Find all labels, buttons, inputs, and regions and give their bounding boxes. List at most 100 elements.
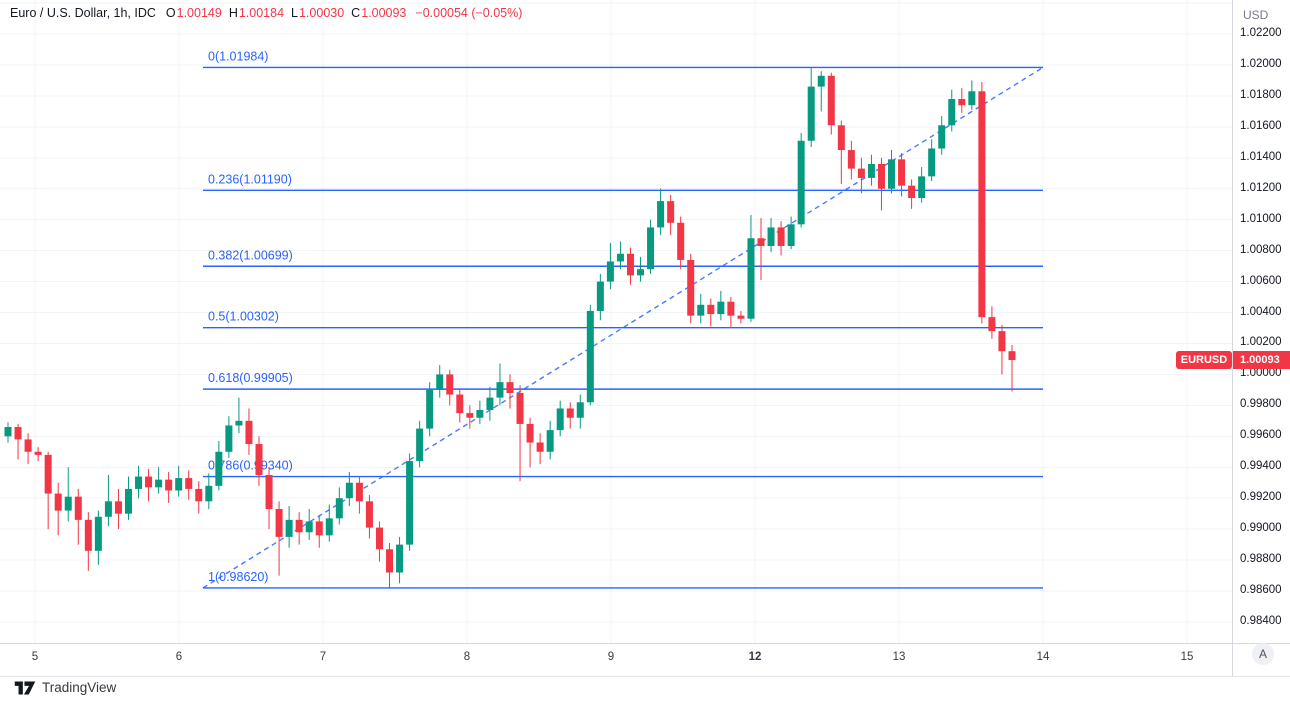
price-tick-label: 0.98600: [1240, 584, 1282, 597]
candle-body: [135, 476, 143, 489]
candle-body: [54, 493, 62, 511]
price-tick-label: 1.00200: [1240, 336, 1282, 349]
candle-body: [837, 125, 845, 151]
candle-body: [928, 148, 936, 177]
candle-body: [165, 479, 173, 491]
candle-body: [175, 478, 183, 491]
price-tick-label: 1.01600: [1240, 119, 1282, 132]
candle-body: [446, 374, 454, 395]
price-tick-label: 1.01400: [1240, 150, 1282, 163]
candle-body: [807, 86, 815, 141]
candle-body: [727, 301, 735, 316]
candle-body: [195, 488, 203, 502]
candle-body: [586, 310, 594, 403]
attribution-a-button[interactable]: A: [1252, 643, 1274, 665]
candle-body: [958, 98, 966, 106]
fib-trendline[interactable]: [202, 66, 1044, 589]
candle-body: [255, 444, 263, 475]
candle-body: [988, 317, 996, 332]
candle-body: [717, 301, 725, 315]
price-tick-label: 0.98400: [1240, 615, 1282, 627]
price-tick-label: 1.01800: [1240, 88, 1282, 101]
time-axis-label: 15: [1180, 651, 1194, 663]
price-tick-label: 0.98800: [1240, 553, 1282, 566]
candle-body: [285, 519, 293, 537]
candle-body: [94, 516, 102, 551]
candle-body: [145, 476, 153, 488]
fib-level-label: 1(0.98620): [208, 570, 268, 584]
candle-body: [647, 227, 655, 270]
candle-body: [345, 482, 353, 499]
candle-body: [867, 163, 875, 178]
candle-body: [556, 408, 564, 431]
candle-body: [124, 488, 132, 514]
fib-level-label: 0(1.01984): [208, 49, 268, 63]
candle-body: [918, 176, 926, 199]
candle-body: [74, 496, 82, 520]
price-tick-label: 1.02000: [1240, 57, 1282, 70]
candle-body: [637, 269, 645, 276]
chart-legend[interactable]: Euro / U.S. Dollar, 1h, IDC O 1.00149 H …: [10, 6, 522, 20]
time-axis-label: 7: [319, 651, 327, 663]
candle-body: [667, 201, 675, 223]
fib-level-label: 0.5(1.00302): [208, 310, 279, 324]
candle-body: [827, 75, 835, 126]
candle-body: [606, 261, 614, 282]
candle-body: [677, 222, 685, 260]
price-tick-label: 0.99200: [1240, 491, 1282, 504]
candle-body: [185, 478, 193, 489]
candle-body: [496, 382, 504, 398]
candle-body: [335, 498, 343, 519]
candle-body: [707, 304, 715, 315]
price-tick-label: 1.02200: [1240, 27, 1282, 39]
candle-body: [1008, 351, 1016, 361]
price-tick-label: 1.01000: [1240, 212, 1282, 225]
tradingview-logo[interactable]: TradingView: [14, 680, 116, 695]
candle-body: [516, 392, 524, 424]
candle-body: [275, 509, 283, 537]
candle-body: [436, 374, 444, 390]
candle-body: [325, 518, 333, 536]
candle-body: [235, 420, 243, 426]
candle-body: [737, 315, 745, 319]
candle-body: [155, 479, 163, 488]
candle-body: [596, 281, 604, 311]
candle-body: [506, 382, 514, 393]
candle-body: [64, 496, 72, 511]
candle-body: [476, 410, 484, 418]
fib-level-label: 0.236(1.01190): [208, 172, 292, 186]
candle-body: [104, 501, 112, 517]
candle-body: [406, 461, 414, 545]
time-axis-label: 12: [748, 651, 762, 663]
ohlc-high-value: 1.00184: [238, 6, 285, 20]
fib-level-label: 0.786(0.99340): [208, 459, 293, 473]
candle-body: [687, 259, 695, 316]
time-axis-label: 5: [31, 651, 39, 663]
candle-body: [767, 227, 775, 246]
candle-body: [355, 482, 363, 502]
candle-body: [576, 402, 584, 418]
candle-body: [205, 485, 213, 502]
candle-body: [777, 227, 785, 246]
price-tick-label: 1.00600: [1240, 274, 1282, 287]
price-tick-label: 1.00400: [1240, 305, 1282, 318]
candle-body: [657, 201, 665, 228]
candle-body: [787, 224, 795, 246]
fib-level-label: 0.618(0.99905): [208, 371, 293, 385]
ohlc-close-label: C: [351, 6, 361, 20]
change-value: −0.00054 (−0.05%): [415, 6, 523, 20]
candle-body: [546, 430, 554, 452]
candle-body: [898, 159, 906, 186]
candle-body: [44, 454, 52, 494]
candle-body: [566, 408, 574, 418]
candle-body: [315, 521, 323, 536]
last-price-label: 1.00093: [1233, 351, 1290, 370]
ohlc-low-value: 1.00030: [298, 6, 345, 20]
time-axis-label: 6: [175, 651, 183, 663]
candle-body: [245, 420, 253, 445]
candle-body: [416, 428, 424, 462]
candle-body: [938, 125, 946, 149]
symbol-badge: EURUSD: [1176, 351, 1232, 370]
